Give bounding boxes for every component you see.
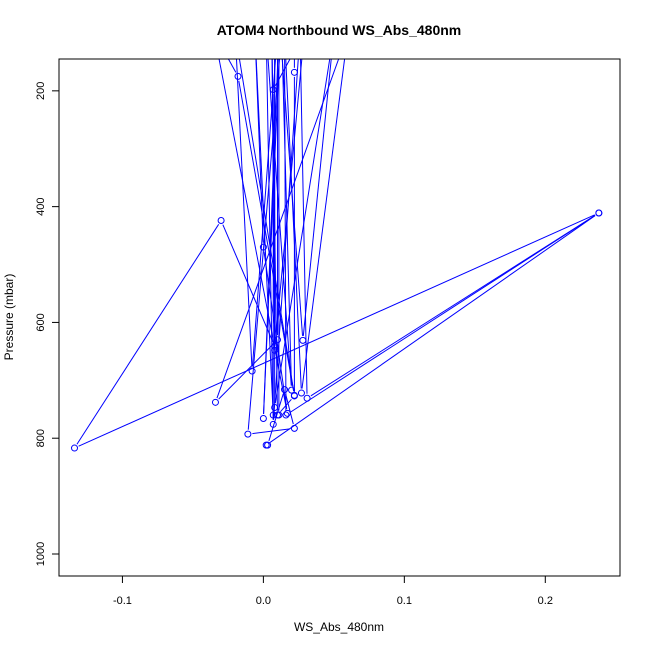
series-segment [269,215,596,443]
data-point [269,86,277,94]
data-point [288,386,296,394]
data-point [290,424,298,432]
data-point [244,430,252,438]
series-segment [238,80,295,392]
series-segment [227,59,237,73]
series-segment [281,59,304,336]
series-segment [78,214,595,447]
data-point [271,346,279,354]
series-segment [263,251,288,409]
series-segment [263,59,279,415]
y-axis-label: Pressure (mbar) [2,274,16,361]
data-point [264,441,272,449]
series-segment [310,214,596,397]
data-point [273,336,281,344]
data-point [283,409,291,417]
series-segment [281,59,292,386]
y-tick-label: 200 [35,82,47,100]
series-segment [285,393,294,425]
data-point [248,367,256,375]
plot-area [58,58,621,577]
series-segment [252,428,290,435]
x-axis-label: WS_Abs_480nm [294,620,384,634]
data-point [297,389,305,397]
data-point [303,394,311,402]
data-point [275,411,283,419]
data-point [290,68,298,76]
data-point [234,72,242,80]
data-point [290,391,298,399]
series-segment [216,59,340,399]
series-segment [274,59,331,404]
data-point [595,209,603,217]
y-tick-label: 400 [35,197,47,215]
plot-frame [58,58,621,577]
data-point [211,398,219,406]
x-tick-label: 0.2 [538,595,553,607]
x-axis: -0.1 0.0 0.1 0.2 [113,575,553,607]
data-point [281,386,289,394]
data-point [271,342,279,350]
series-segment [301,59,346,389]
series-segment [300,59,308,394]
series-segment [302,59,332,336]
series-segment [235,59,253,367]
x-tick-label: -0.1 [113,595,132,607]
series-segment [285,59,302,389]
data-point [299,336,307,344]
data-point [259,243,267,251]
series-segment [273,59,299,420]
series-segment [238,59,295,392]
data-point [271,404,279,412]
series-segment [274,59,291,86]
series-segment [222,224,274,343]
y-tick-label: 1000 [35,542,47,566]
x-tick-label: 0.0 [256,595,271,607]
data-point [71,444,79,452]
series-segment [76,224,220,445]
y-tick-label: 800 [35,429,47,447]
data-point [217,217,225,225]
series-segment [266,59,274,420]
data-point [259,415,267,423]
x-tick-label: 0.1 [397,595,412,607]
chart-title: ATOM4 Northbound WS_Abs_480nm [217,22,462,38]
data-point [282,411,290,419]
data-point [269,420,277,428]
y-axis: 200 400 600 800 1000 [35,82,60,566]
y-tick-label: 600 [35,313,47,331]
series-layer [71,59,603,452]
